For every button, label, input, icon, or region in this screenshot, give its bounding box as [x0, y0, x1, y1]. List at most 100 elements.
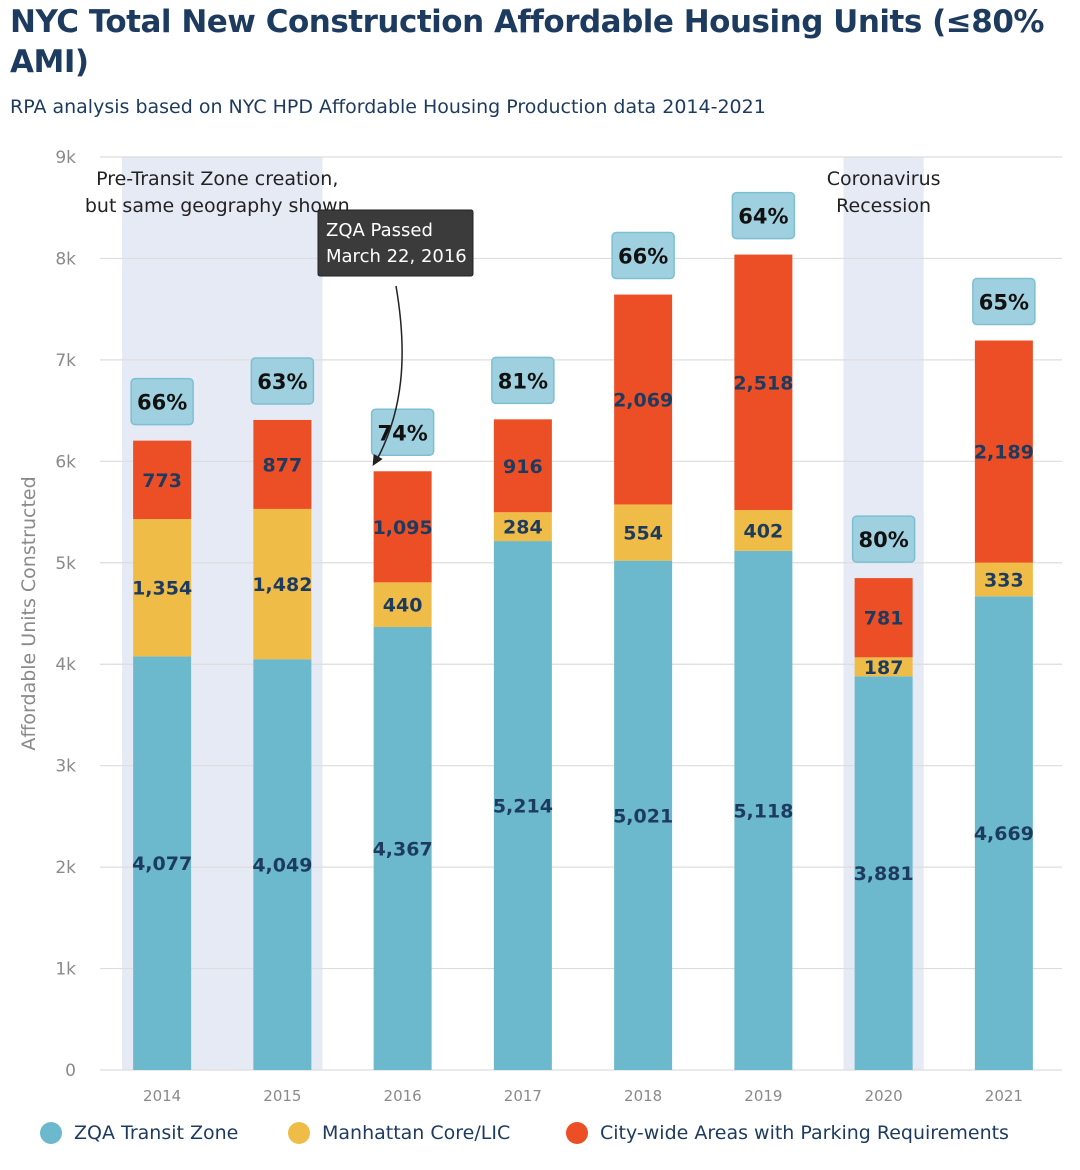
data-label: 1,095 — [373, 517, 433, 539]
legend-item: Manhattan Core/LIC — [288, 1122, 510, 1144]
bar-segment — [493, 541, 552, 1070]
x-tick-label: 2014 — [143, 1087, 181, 1105]
data-label: 554 — [623, 523, 663, 545]
annotation-box — [317, 209, 474, 277]
bar-segment — [253, 508, 312, 660]
percent-badge — [130, 377, 194, 426]
percent-badge — [370, 408, 435, 457]
y-tick-label: 2k — [55, 858, 76, 878]
y-axis-title: Affordable Units Constructed — [18, 476, 40, 750]
data-label: 3,881 — [854, 863, 914, 885]
data-label: 284 — [503, 517, 543, 539]
bar-segment — [614, 504, 673, 561]
bar-segment — [974, 596, 1033, 1070]
bar-segment — [133, 656, 192, 1070]
bar-segment — [854, 578, 913, 658]
y-tick-label: 5k — [55, 554, 76, 574]
stacked-bar-chart: 0 1k 2k 3k 4k 5k 6k 7k 8k 9k Affordable Units Cons… — [18, 148, 1062, 1105]
y-tick-label: 1k — [55, 960, 76, 980]
y-tick-label: 8k — [55, 249, 76, 269]
percent-label: 80% — [858, 528, 908, 552]
percent-label: 63% — [257, 370, 307, 394]
data-label: 2,069 — [613, 390, 673, 412]
x-tick-label: 2020 — [865, 1087, 903, 1105]
legend-label: Manhattan Core/LIC — [322, 1122, 511, 1144]
legend-item: City-wide Areas with Parking Requirement… — [566, 1122, 1009, 1144]
bar-segment — [974, 562, 1033, 597]
legend-swatch — [566, 1122, 588, 1144]
percent-label: 66% — [618, 245, 668, 269]
percent-badge — [851, 515, 916, 563]
legend-swatch — [40, 1122, 62, 1144]
chart-subtitle: RPA analysis based on NYC HPD Affordable… — [10, 96, 766, 118]
y-tick-label: 0 — [65, 1061, 76, 1081]
bar-segment — [614, 294, 673, 505]
bar-segment — [373, 582, 432, 627]
x-tick-label: 2019 — [744, 1087, 782, 1105]
data-label: 877 — [263, 454, 303, 476]
bar-segment — [734, 550, 793, 1070]
data-label: 2,518 — [733, 372, 793, 394]
legend-swatch — [288, 1122, 310, 1144]
bar-segment — [373, 471, 432, 583]
percent-badge — [972, 277, 1036, 326]
x-tick-label: 2017 — [504, 1087, 542, 1105]
percent-label: 65% — [979, 291, 1029, 315]
percent-label: 66% — [137, 391, 187, 415]
percent-badge — [611, 231, 675, 280]
y-tick-label: 7k — [55, 351, 76, 371]
bar-segment — [493, 512, 552, 542]
bar-segment — [854, 676, 913, 1070]
y-tick-label: 4k — [55, 655, 76, 675]
annotation-label: March 22, 2016 — [326, 246, 467, 267]
data-label: 5,118 — [733, 800, 793, 822]
shaded-region-label: Coronavirus — [827, 168, 941, 190]
x-tick-label: 2016 — [384, 1087, 422, 1105]
y-tick-label: 6k — [55, 452, 76, 472]
shaded-region-label: Pre-Transit Zone creation, — [96, 168, 338, 190]
annotation-arrowhead — [372, 454, 383, 466]
chart-title: NYC Total New Construction Affordable Ho… — [10, 4, 1044, 80]
data-label: 781 — [864, 608, 904, 630]
annotation-label: ZQA Passed — [326, 220, 433, 241]
y-tick-label: 9k — [55, 148, 76, 168]
data-label: 333 — [984, 569, 1024, 591]
data-label: 773 — [142, 470, 182, 492]
x-tick-label: 2018 — [624, 1087, 662, 1105]
bar-segment — [974, 340, 1033, 563]
data-label: 4,669 — [974, 823, 1034, 845]
x-tick-label: 2021 — [985, 1087, 1023, 1105]
percent-label: 64% — [738, 205, 788, 229]
data-label: 187 — [864, 657, 904, 679]
bar-segment — [734, 510, 793, 551]
data-label: 4,367 — [373, 838, 433, 860]
data-label: 4,049 — [252, 855, 312, 877]
bar-segment — [373, 626, 432, 1070]
bar-segment — [614, 560, 673, 1070]
data-label: 1,354 — [132, 578, 192, 600]
bar-segment — [734, 254, 793, 511]
bar-segment — [493, 419, 552, 513]
bar-segment — [133, 440, 192, 520]
data-label: 2,189 — [974, 442, 1034, 464]
percent-badge — [250, 357, 315, 405]
bar-segment — [253, 659, 312, 1070]
data-label: 916 — [503, 456, 543, 478]
legend: ZQA Transit Zone Manhattan Core/LIC City-w… — [0, 1122, 1080, 1158]
data-label: 402 — [744, 520, 784, 542]
percent-label: 81% — [498, 369, 548, 393]
x-tick-label: 2015 — [263, 1087, 301, 1105]
percent-badge — [491, 356, 555, 405]
legend-label: ZQA Transit Zone — [74, 1122, 239, 1144]
y-tick-label: 3k — [55, 757, 76, 777]
data-label: 5,021 — [613, 805, 673, 827]
legend-item: ZQA Transit Zone — [40, 1122, 238, 1144]
bar-segment — [253, 419, 312, 509]
legend-label: City-wide Areas with Parking Requirement… — [600, 1122, 1009, 1144]
annotation-arrow — [374, 285, 403, 463]
data-label: 4,077 — [132, 853, 192, 875]
shaded-region-label: Recession — [836, 195, 931, 217]
bar-segment — [854, 657, 913, 677]
data-label: 1,482 — [252, 574, 312, 596]
data-label: 440 — [383, 595, 423, 617]
